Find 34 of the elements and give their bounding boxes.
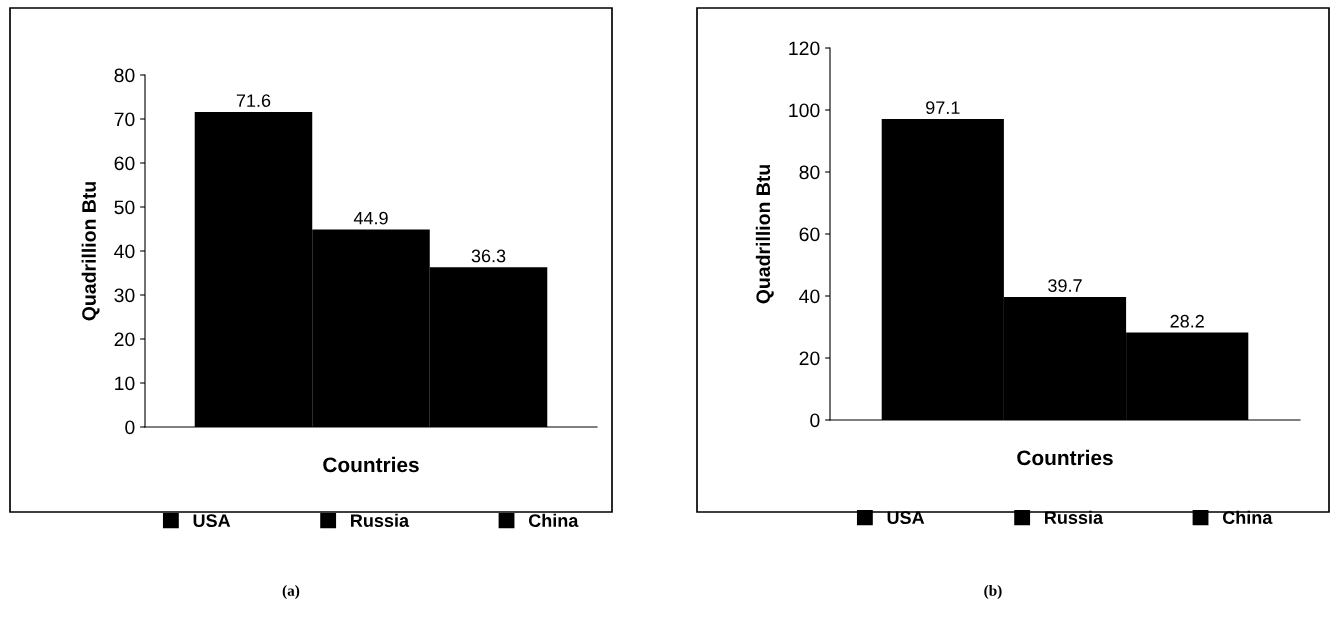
x-axis-title: Countries xyxy=(323,456,419,473)
y-tick-label: 60 xyxy=(799,227,820,242)
y-tick-label: 20 xyxy=(114,332,135,347)
y-axis-title: Quadrillion Btu xyxy=(755,165,774,304)
text: (b) xyxy=(984,585,1002,599)
legend-label: USA xyxy=(887,511,925,525)
legend-label: China xyxy=(1222,510,1273,525)
legend-label: China xyxy=(528,513,579,528)
y-tick-label: 10 xyxy=(115,376,135,391)
y-tick-label: 80 xyxy=(114,68,135,83)
y-tick-label: 40 xyxy=(799,289,820,304)
data-label: 39.7 xyxy=(1048,279,1082,292)
y-tick-label: 60 xyxy=(114,156,135,171)
y-tick-label: 120 xyxy=(789,41,820,56)
legend-label: Russia xyxy=(351,513,410,528)
legend-label: Russia xyxy=(1045,510,1104,525)
x-axis-title: Countries xyxy=(1017,449,1113,466)
y-tick-label: 50 xyxy=(114,200,135,215)
y-tick-label: 70 xyxy=(114,112,135,127)
legend-label: USA xyxy=(193,514,231,528)
y-tick-label: 0 xyxy=(125,420,135,435)
data-label: 97.1 xyxy=(926,101,960,115)
data-label: 71.6 xyxy=(236,94,271,107)
y-tick-label: 40 xyxy=(114,244,135,259)
y-tick-label: 30 xyxy=(114,288,135,303)
y-tick-label: 20 xyxy=(799,351,820,366)
text: (a) xyxy=(282,585,300,599)
y-tick-label: 0 xyxy=(810,413,820,428)
data-label: 28.2 xyxy=(1170,314,1204,328)
data-label: 44.9 xyxy=(353,211,388,225)
y-tick-label: 100 xyxy=(789,103,820,118)
y-axis-title: Quadrillion Btu xyxy=(81,182,100,321)
data-label: 36.3 xyxy=(471,249,506,263)
y-tick-label: 80 xyxy=(799,165,820,180)
